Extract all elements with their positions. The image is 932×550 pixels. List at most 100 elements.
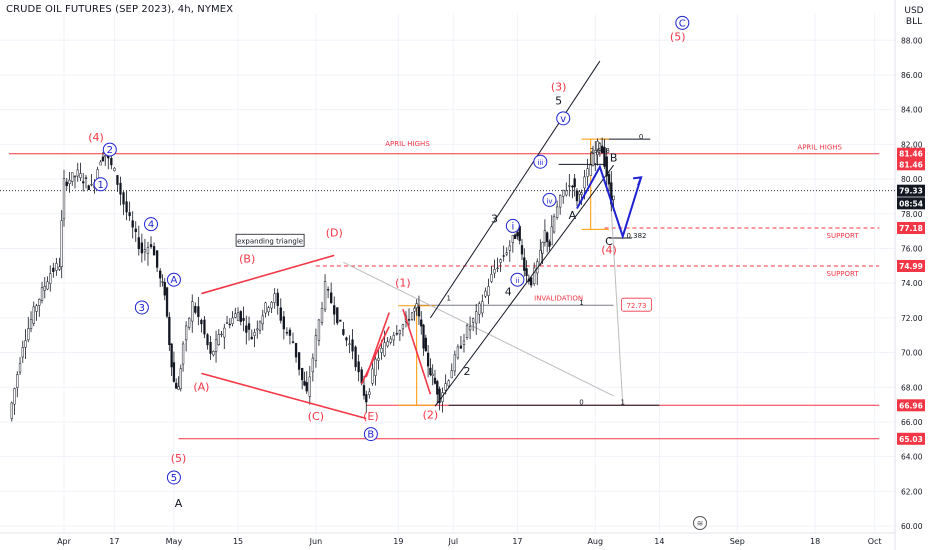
candle-body	[377, 357, 380, 361]
candle-body	[345, 337, 348, 341]
candle-body	[336, 307, 339, 324]
candle-body	[444, 383, 447, 391]
currency-label: USD	[904, 6, 924, 16]
candle-body	[140, 242, 144, 254]
price-tag-label: 66.96	[899, 401, 923, 410]
candle-body	[368, 391, 371, 395]
wave-label-circle	[144, 217, 159, 232]
candle-body	[184, 325, 188, 341]
candle-body	[459, 345, 463, 349]
candle-body	[38, 299, 41, 306]
wave-label-circle	[166, 272, 181, 287]
candle-body	[131, 220, 134, 228]
candle-body	[433, 377, 437, 384]
y-tick-label: 76.00	[901, 244, 923, 253]
candle-body	[365, 394, 368, 403]
wave-label: 2	[107, 145, 113, 156]
candle-body	[267, 307, 270, 313]
candle-body	[471, 318, 475, 323]
chart-annotation: 1	[621, 399, 625, 407]
candle-body	[475, 311, 478, 324]
candle-body	[380, 348, 383, 353]
candle-body	[487, 286, 490, 296]
candle-body	[326, 289, 330, 291]
candle-body	[46, 281, 49, 290]
candle-body	[586, 168, 589, 177]
candle-body	[179, 368, 182, 389]
candle-body	[231, 317, 234, 324]
candle-body	[250, 336, 253, 340]
candle-body	[573, 178, 576, 188]
wave-label: 1	[97, 180, 103, 191]
channel-line	[434, 164, 615, 407]
candle-body	[253, 332, 256, 336]
guide-line	[343, 261, 614, 397]
candle-body	[533, 267, 536, 285]
candle-body	[49, 273, 52, 284]
candle-body	[52, 267, 55, 272]
candle-body	[484, 290, 487, 297]
candle-body	[552, 216, 556, 233]
wave-label-circle	[556, 111, 571, 126]
candle-body	[505, 252, 508, 255]
candle-body	[247, 323, 251, 330]
candle-body	[282, 316, 285, 330]
candle-body	[146, 247, 150, 254]
candle-body	[456, 346, 460, 359]
candle-body	[101, 156, 105, 162]
x-tick-label: May	[166, 537, 183, 546]
candle-body	[555, 206, 559, 218]
candle-body	[308, 376, 311, 397]
candle-body	[607, 174, 611, 185]
currency-unit[interactable]: USD BLL	[901, 6, 927, 28]
candle-body	[181, 343, 185, 365]
candle-body	[523, 257, 526, 271]
wave-label: C	[679, 18, 686, 29]
candle-body	[410, 312, 414, 320]
chart-annotation: (D)	[326, 226, 343, 239]
candle-body	[79, 173, 82, 179]
candle-body	[163, 282, 166, 296]
candle-body	[550, 226, 553, 246]
candle-body	[386, 341, 389, 347]
candle-body	[496, 267, 499, 270]
candle-body	[65, 181, 68, 186]
chart-annotation: (4)	[88, 131, 104, 144]
candle-body	[342, 329, 345, 335]
candle-body	[583, 176, 586, 189]
candle-body	[468, 326, 472, 331]
channel-line	[429, 60, 601, 319]
candle-body	[68, 179, 71, 185]
chart-annotation: (B)	[239, 252, 255, 265]
candle-body	[90, 184, 93, 186]
candle-body	[502, 255, 505, 257]
wave-label-circle	[675, 15, 690, 30]
chart-annotation: SUPPORT	[827, 232, 860, 240]
candle-body	[276, 292, 279, 306]
candle-body	[134, 228, 137, 233]
candle-body	[29, 319, 33, 330]
chart-annotation: A	[569, 209, 577, 222]
candle-body	[407, 319, 411, 321]
candle-body	[294, 342, 298, 358]
candle-body	[191, 301, 194, 322]
candle-body	[591, 153, 595, 166]
candle-body	[354, 346, 357, 368]
wave-label: 4	[148, 220, 154, 231]
candle-body	[256, 328, 259, 331]
candle-body	[234, 313, 237, 318]
candle-body	[223, 327, 226, 338]
candle-body	[392, 334, 395, 341]
annotation-box	[235, 233, 305, 247]
candle-body	[177, 386, 180, 390]
candle-body	[374, 358, 377, 376]
candle-body	[225, 322, 229, 324]
candle-body	[530, 277, 533, 286]
candle-body	[520, 245, 524, 255]
candle-body	[465, 325, 469, 338]
candle-body	[125, 201, 128, 213]
candle-body	[303, 380, 306, 386]
candle-body	[27, 328, 30, 341]
chart-annotation: (E)	[363, 410, 379, 423]
wave-label: B	[367, 430, 374, 441]
